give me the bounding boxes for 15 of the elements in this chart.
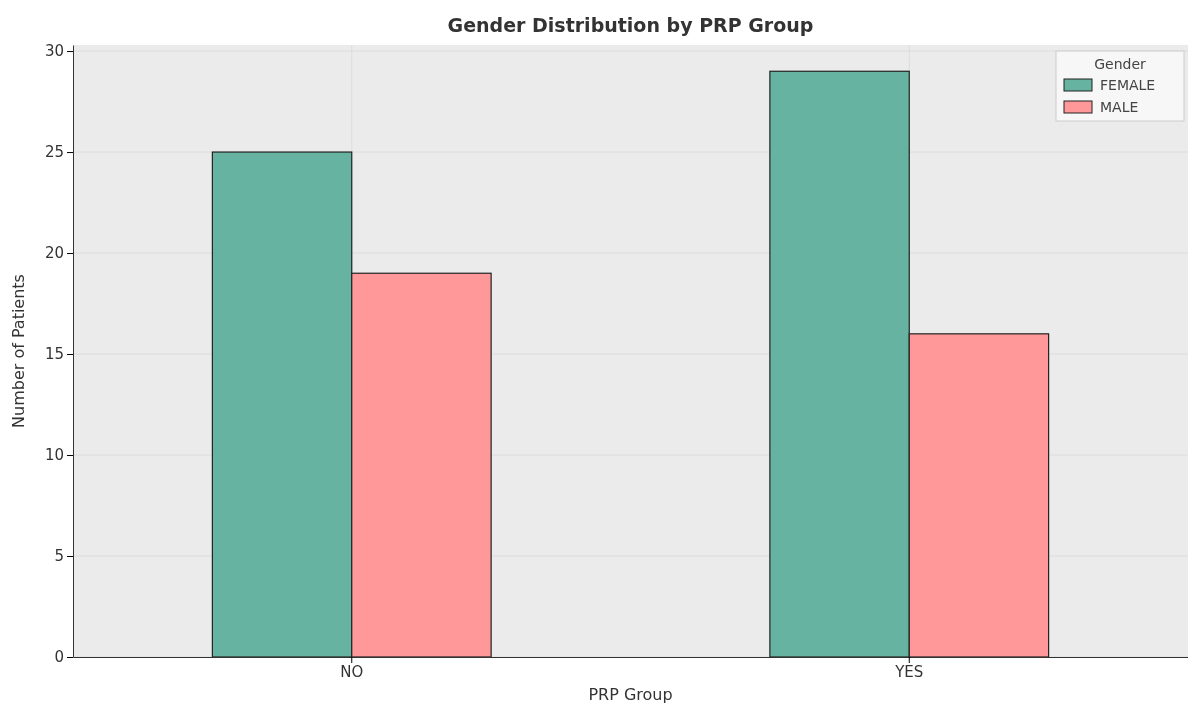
x-axis-title: PRP Group [588, 685, 673, 704]
x-tick-label: YES [894, 662, 924, 681]
legend-label: MALE [1100, 99, 1139, 115]
legend-title: Gender [1094, 56, 1147, 72]
y-axis-title: Number of Patients [9, 274, 28, 428]
y-tick-label: 30 [44, 42, 64, 61]
chart-title: Gender Distribution by PRP Group [447, 14, 814, 36]
x-tick-label: NO [340, 662, 364, 681]
y-tick-label: 15 [44, 345, 64, 364]
y-tick-label: 25 [44, 143, 64, 162]
y-tick-label: 0 [54, 648, 64, 667]
y-tick-label: 20 [44, 244, 64, 263]
y-tick-label: 5 [54, 547, 64, 566]
y-tick-label: 10 [44, 446, 64, 465]
legend-label: FEMALE [1100, 77, 1156, 93]
